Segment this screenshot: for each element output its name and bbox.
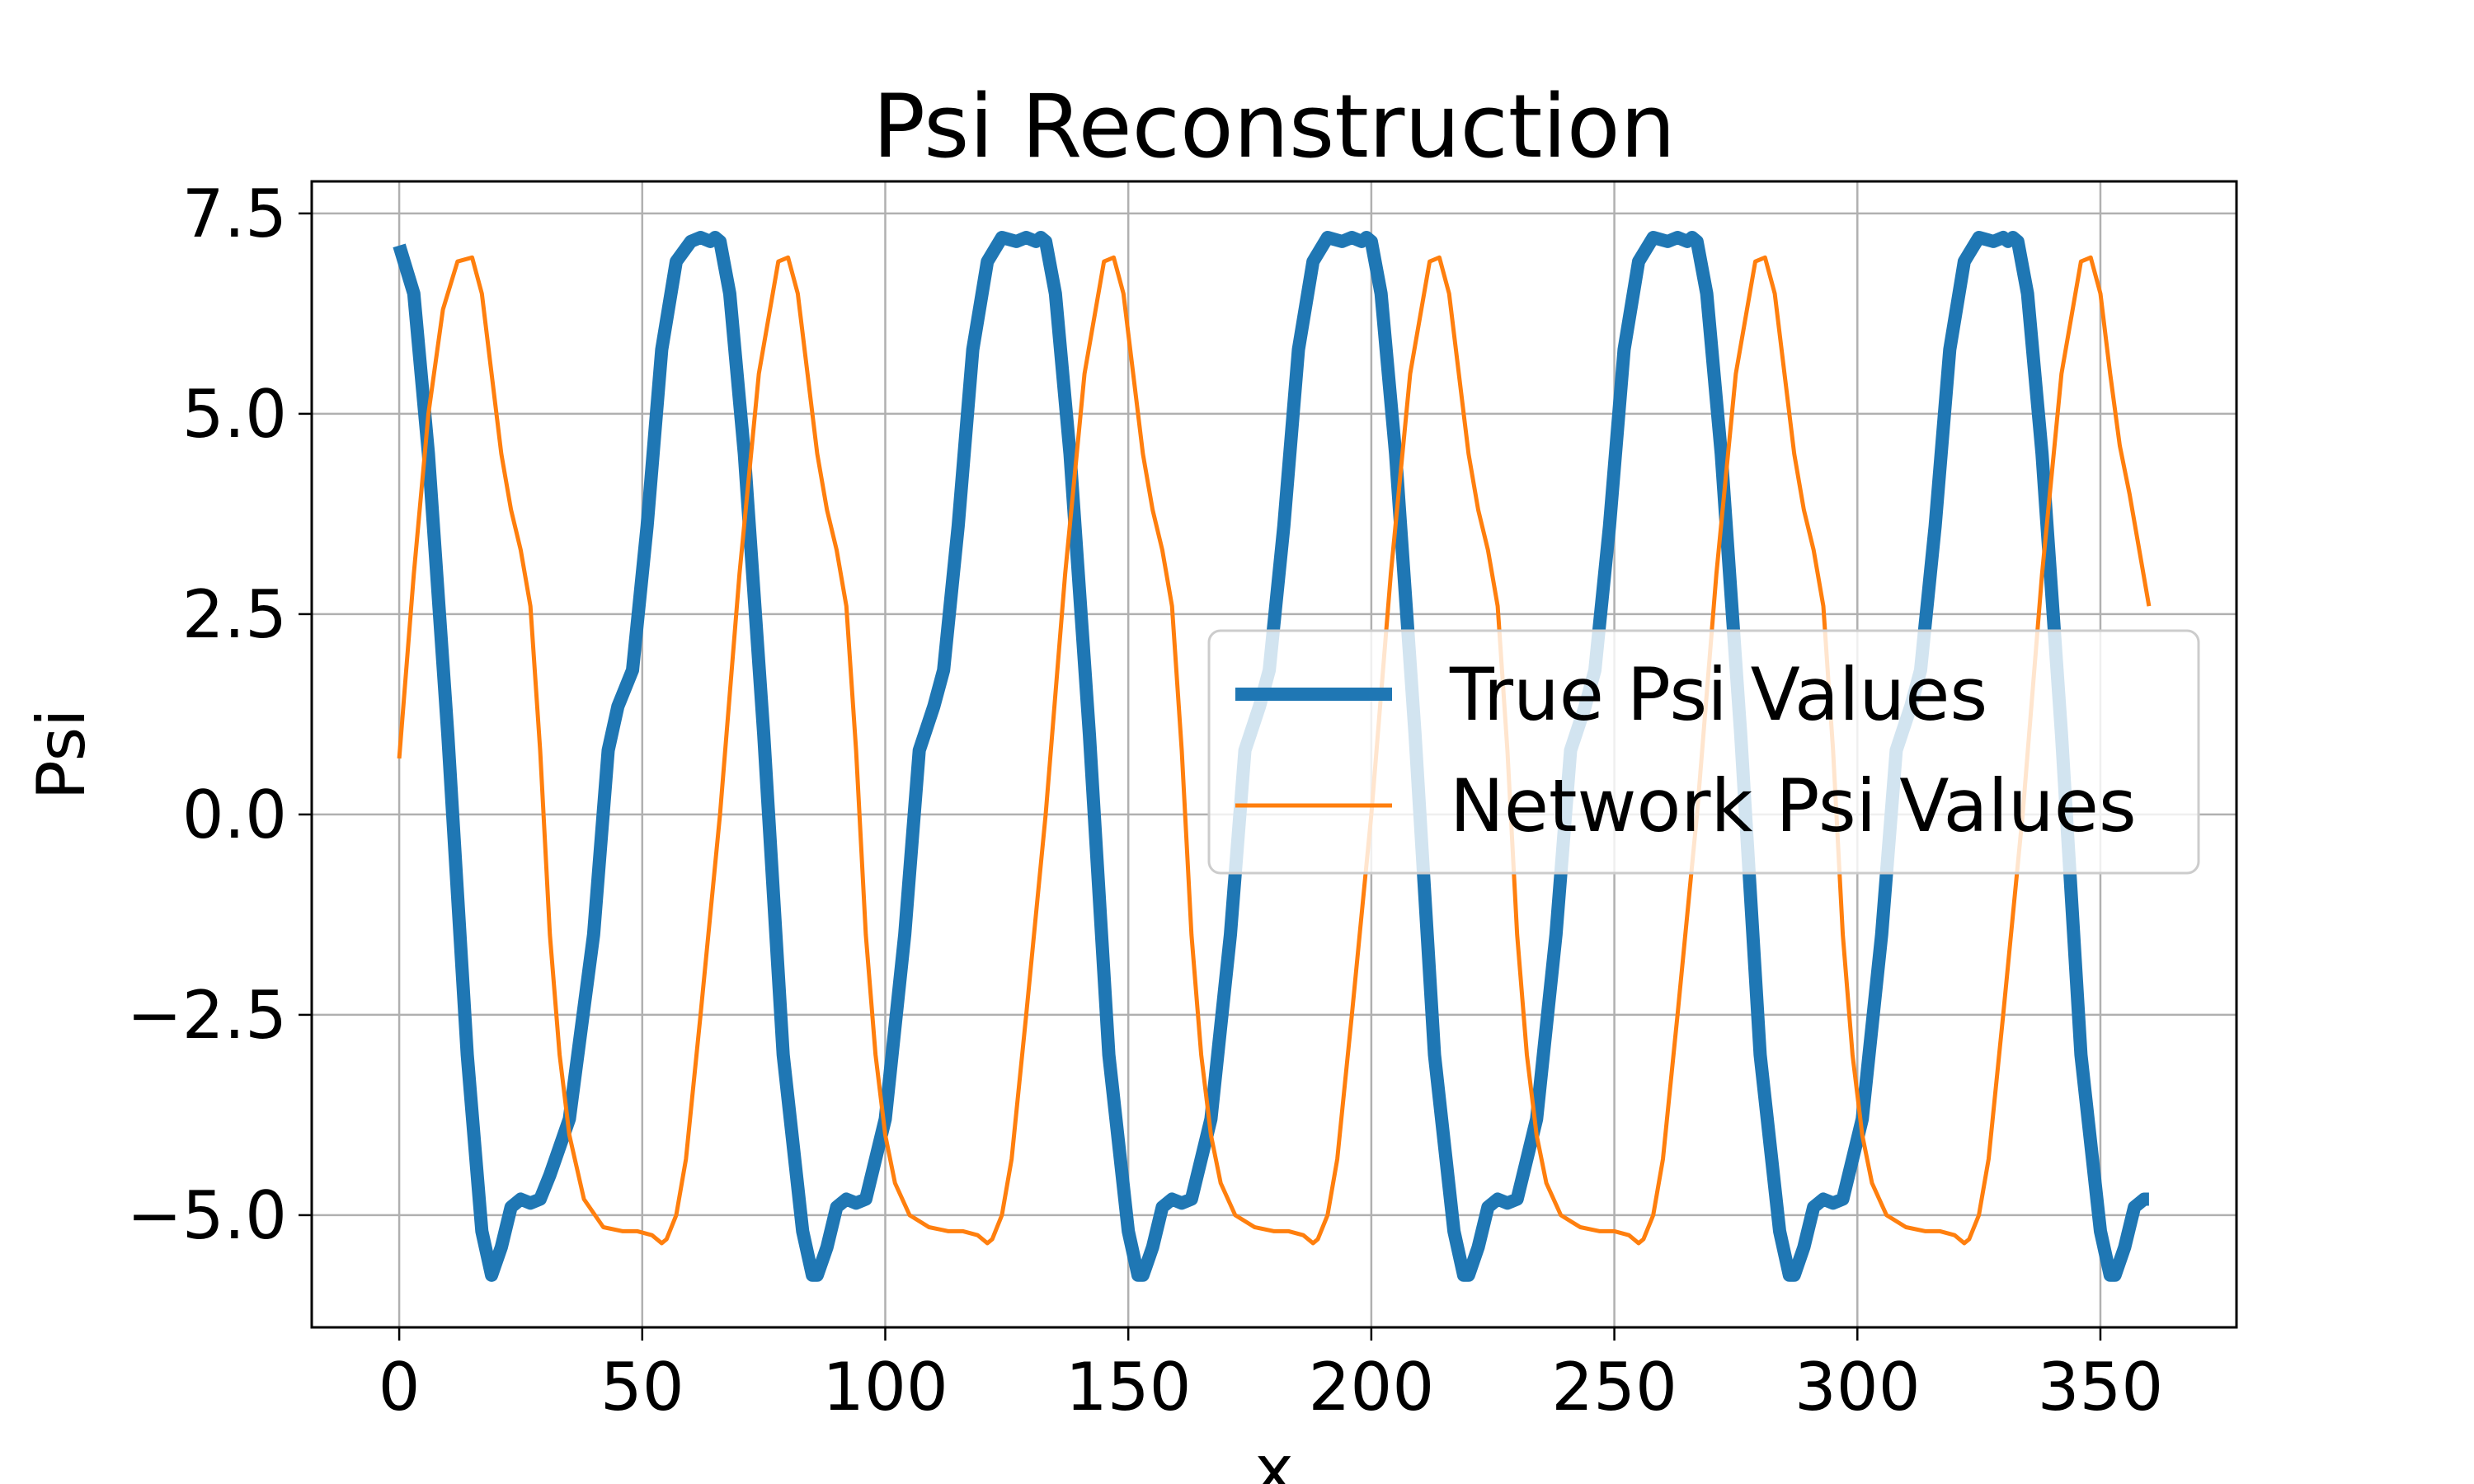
x-tick-label: 50 (600, 1349, 684, 1425)
legend: True Psi Values Network Psi Values (1207, 629, 2200, 875)
chart-title: Psi Reconstruction (872, 76, 1676, 177)
y-tick-label: 2.5 (182, 576, 287, 653)
x-axis-ticks: 0 50 100 150 200 250 300 350 (379, 1327, 2164, 1425)
plot-series (393, 231, 2152, 1282)
legend-label: True Psi Values (1449, 652, 1987, 737)
y-tick-label: 0.0 (182, 777, 287, 853)
y-tick-label: 7.5 (182, 176, 287, 252)
series-line-1 (397, 255, 2152, 1246)
x-tick-label: 250 (1551, 1349, 1677, 1425)
plot-frame (310, 180, 2238, 1329)
y-tick-label: −5.0 (127, 1177, 287, 1254)
legend-box (1207, 629, 2200, 875)
legend-label: Network Psi Values (1450, 763, 2137, 848)
y-axis-ticks: 7.5 5.0 2.5 0.0 −2.5 −5.0 (127, 176, 312, 1254)
x-tick-label: 150 (1065, 1349, 1192, 1425)
x-tick-label: 350 (2038, 1349, 2164, 1425)
x-tick-label: 300 (1794, 1349, 1921, 1425)
x-tick-label: 200 (1309, 1349, 1435, 1425)
x-tick-label: 100 (822, 1349, 948, 1425)
y-tick-label: −2.5 (127, 977, 287, 1054)
y-axis-title: Psi (23, 709, 100, 801)
series-line-0 (393, 231, 2151, 1282)
x-tick-label: 0 (379, 1349, 421, 1425)
x-axis-title: x (1254, 1431, 1293, 1484)
y-tick-label: 5.0 (182, 376, 287, 453)
